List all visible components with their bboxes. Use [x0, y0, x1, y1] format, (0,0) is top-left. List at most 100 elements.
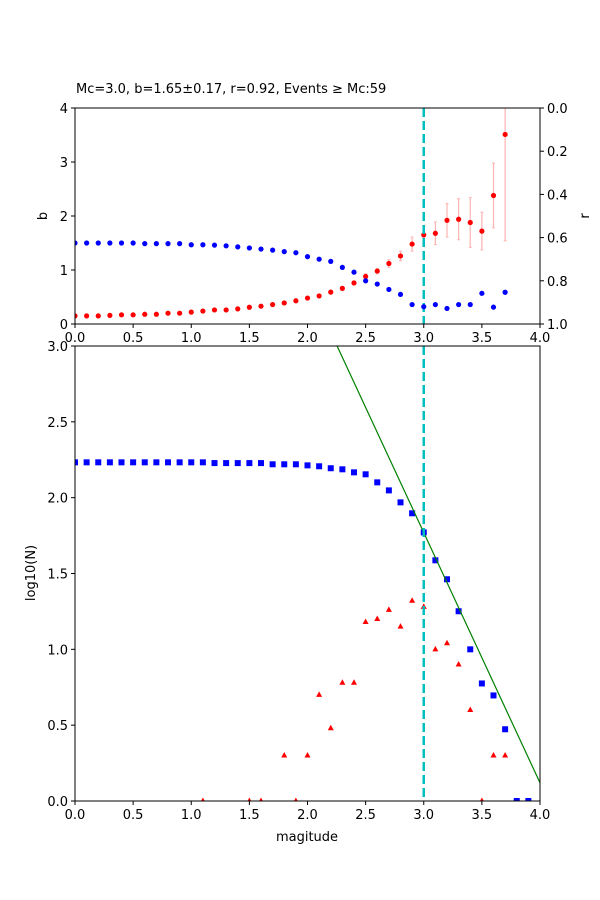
noncumulative-point	[339, 679, 346, 685]
b-value-point	[351, 280, 357, 286]
cumulative-point	[397, 499, 404, 506]
cumulative-point	[281, 461, 288, 468]
r-value-point	[363, 278, 369, 284]
top-y-tick-label: 1	[60, 264, 68, 279]
top-axes: 0.0 0.5 1.0 1.5 2.0 2.5 3.0 3.5 4.0 0 1 2 3 4 0.0 0.2 0.…	[60, 102, 568, 346]
noncumulative-point	[316, 691, 323, 697]
cumulative-point	[83, 459, 90, 466]
b-value-point	[386, 260, 392, 267]
bottom-plot-area	[75, 346, 540, 801]
r-value-point	[270, 247, 276, 253]
bottom-x-tick-label: 4.0	[530, 808, 551, 823]
cumulative-point	[525, 798, 532, 801]
b-value-point	[490, 192, 497, 199]
b-value-point	[316, 293, 322, 299]
noncumulative-point	[444, 639, 450, 646]
noncumulative-point	[293, 797, 298, 801]
noncumulative-point	[259, 797, 263, 801]
b-value-point	[363, 273, 369, 280]
r-value-point	[374, 281, 380, 287]
noncumulative-point	[409, 597, 416, 603]
b-value-point	[374, 268, 380, 274]
b-value-point	[223, 307, 229, 313]
top-right-tick-label: 0.4	[547, 188, 568, 203]
cumulative-point	[130, 459, 137, 466]
noncumulative-point	[432, 645, 439, 652]
b-value-point	[304, 295, 311, 301]
b-value-point	[409, 241, 415, 247]
b-value-point	[397, 253, 404, 259]
b-value-point	[281, 300, 287, 306]
top-right-tick-label: 1.0	[547, 318, 568, 333]
top-y-tick-label: 3	[60, 156, 68, 171]
cumulative-point	[199, 459, 206, 466]
top-right-tick-label: 0.8	[547, 275, 568, 290]
top-y-tick-label: 0	[60, 318, 68, 333]
top-chart-title: Mc=3.0, b=1.65±0.17, r=0.92, Events ≥ Mc…	[76, 82, 386, 97]
cumulative-point	[351, 469, 357, 476]
b-value-point	[444, 217, 450, 223]
cumulative-point	[316, 463, 323, 470]
r-value-point	[153, 241, 159, 247]
bottom-y-tick-label: 2.0	[47, 492, 68, 507]
r-value-point	[409, 301, 415, 308]
cumulative-point	[75, 459, 78, 466]
cumulative-point	[502, 726, 509, 733]
r-value-point	[75, 240, 78, 246]
noncumulative-point	[200, 797, 205, 801]
bottom-x-tick-label: 2.0	[297, 808, 318, 823]
cumulative-point	[409, 510, 416, 517]
bottom-y-tick-label: 3.0	[47, 340, 68, 355]
r-value-point	[142, 241, 148, 247]
cumulative-point	[467, 646, 474, 653]
b-value-point	[339, 285, 345, 291]
b-value-point	[211, 307, 218, 313]
bottom-x-tick-label: 0.0	[65, 808, 86, 823]
bottom-axes-frame	[74, 345, 541, 802]
cumulative-point	[211, 460, 218, 467]
top-plot-area	[75, 108, 508, 324]
r-value-point	[293, 250, 299, 256]
top-x-tick-label: 0.0	[65, 331, 86, 346]
r-value-point	[397, 291, 404, 298]
b-value-point	[118, 312, 125, 318]
b-value-point	[165, 310, 171, 316]
bottom-x-tick-label: 3.5	[472, 808, 493, 823]
bottom-y-tick-label: 0.0	[47, 795, 68, 810]
cumulative-point	[432, 557, 439, 564]
top-right-tick-label: 0.6	[547, 232, 568, 247]
noncumulative-point	[247, 797, 252, 801]
noncumulative-point	[351, 679, 357, 685]
b-value-point	[235, 306, 241, 312]
cumulative-point	[153, 459, 160, 466]
r-value-point	[211, 242, 218, 248]
r-value-point	[258, 246, 264, 252]
top-y-axis-label: b	[36, 212, 51, 220]
bottom-x-tick-label: 0.5	[123, 808, 144, 823]
cumulative-point	[258, 460, 264, 467]
bottom-y-tick-label: 2.5	[47, 416, 68, 431]
b-value-point	[258, 303, 264, 309]
cumulative-point	[478, 680, 485, 687]
gr-fit-line	[336, 346, 540, 784]
bottom-y-tick-label: 0.5	[47, 719, 68, 734]
r-value-point	[328, 258, 334, 264]
top-x-tick-label: 2.5	[355, 331, 376, 346]
top-x-tick-label: 4.0	[530, 331, 551, 346]
r-value-point	[432, 301, 438, 308]
cumulative-point	[118, 459, 125, 466]
r-value-point	[479, 290, 485, 296]
b-value-point	[421, 232, 427, 238]
cumulative-point	[374, 479, 381, 486]
cumulative-point	[188, 459, 195, 466]
cumulative-point	[141, 459, 148, 466]
top-axes-frame	[74, 107, 541, 325]
b-value-point	[188, 309, 194, 315]
b-value-point	[95, 313, 101, 319]
r-value-point	[188, 242, 194, 248]
b-value-point	[153, 311, 159, 317]
top-right-tick-label: 0.0	[547, 102, 568, 117]
b-value-point	[200, 308, 206, 314]
